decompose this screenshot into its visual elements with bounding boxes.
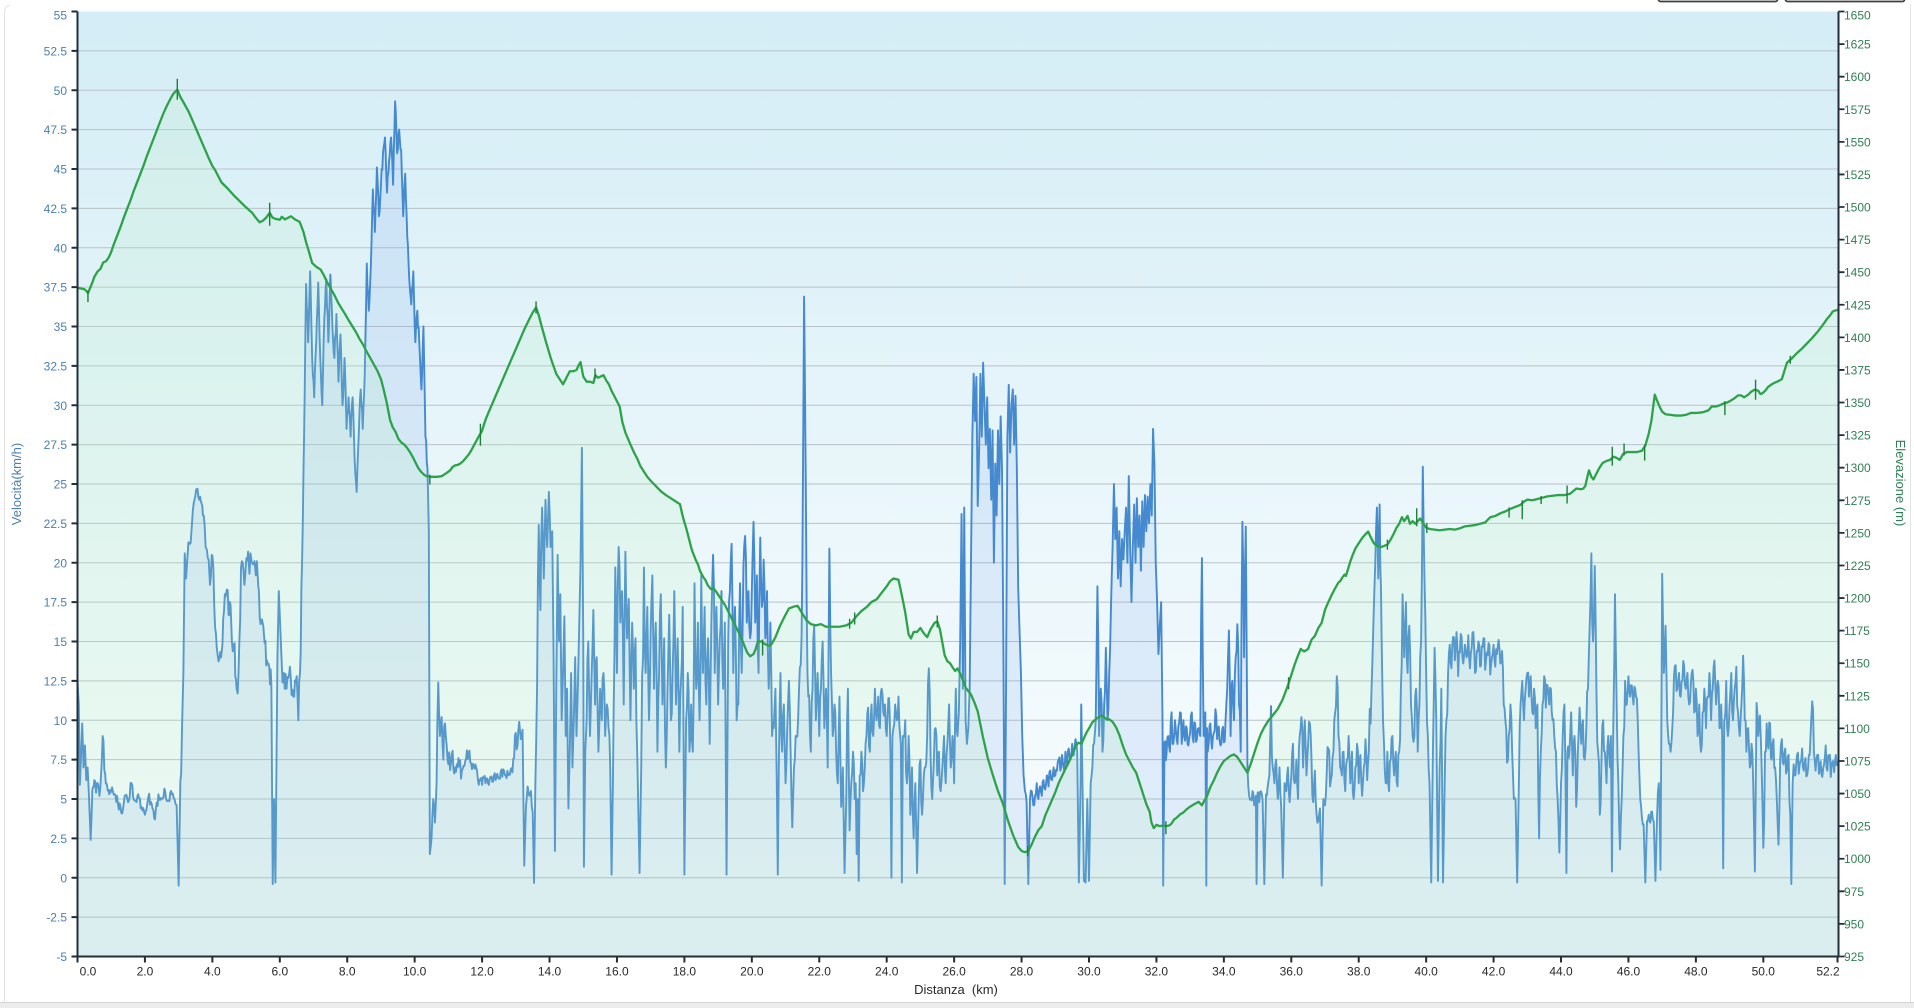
svg-text:38.0: 38.0 <box>1347 965 1371 979</box>
svg-text:22.5: 22.5 <box>44 517 68 531</box>
svg-text:52.2: 52.2 <box>1816 965 1840 979</box>
svg-text:1250: 1250 <box>1844 526 1871 540</box>
svg-text:Elevazione (m): Elevazione (m) <box>1893 440 1908 527</box>
svg-text:1500: 1500 <box>1844 201 1871 215</box>
svg-text:950: 950 <box>1844 917 1864 931</box>
svg-text:40: 40 <box>54 241 68 255</box>
svg-text:6.0: 6.0 <box>271 965 288 979</box>
svg-text:1375: 1375 <box>1844 363 1871 377</box>
svg-text:20: 20 <box>54 556 68 570</box>
svg-text:20.0: 20.0 <box>740 965 764 979</box>
svg-text:26.0: 26.0 <box>942 965 966 979</box>
svg-text:1325: 1325 <box>1844 429 1871 443</box>
svg-text:44.0: 44.0 <box>1549 965 1573 979</box>
svg-text:27.5: 27.5 <box>44 438 68 452</box>
svg-text:34.0: 34.0 <box>1212 965 1236 979</box>
svg-text:975: 975 <box>1844 885 1864 899</box>
svg-text:1050: 1050 <box>1844 787 1871 801</box>
svg-text:1450: 1450 <box>1844 266 1871 280</box>
svg-text:46.0: 46.0 <box>1617 965 1641 979</box>
svg-text:14.0: 14.0 <box>538 965 562 979</box>
svg-text:42.0: 42.0 <box>1482 965 1506 979</box>
svg-text:4.0: 4.0 <box>204 965 221 979</box>
svg-text:50: 50 <box>54 84 68 98</box>
svg-text:1075: 1075 <box>1844 754 1871 768</box>
svg-text:1200: 1200 <box>1844 592 1871 606</box>
svg-text:Distanza (km): Distanza (km) <box>914 982 998 997</box>
svg-text:30: 30 <box>54 399 68 413</box>
svg-text:40.0: 40.0 <box>1414 965 1438 979</box>
svg-text:-2.5: -2.5 <box>46 911 67 925</box>
svg-text:1350: 1350 <box>1844 396 1871 410</box>
svg-text:32.5: 32.5 <box>44 359 68 373</box>
svg-text:1300: 1300 <box>1844 461 1871 475</box>
svg-text:1400: 1400 <box>1844 331 1871 345</box>
svg-text:1650: 1650 <box>1844 9 1871 23</box>
svg-text:1275: 1275 <box>1844 494 1871 508</box>
svg-text:52.5: 52.5 <box>44 44 68 58</box>
svg-text:17.5: 17.5 <box>44 596 68 610</box>
svg-text:1525: 1525 <box>1844 168 1871 182</box>
svg-text:1125: 1125 <box>1844 689 1870 703</box>
svg-text:30.0: 30.0 <box>1077 965 1101 979</box>
svg-text:0.0: 0.0 <box>80 965 97 979</box>
svg-text:35: 35 <box>54 320 68 334</box>
svg-text:1425: 1425 <box>1844 298 1871 312</box>
svg-text:1625: 1625 <box>1844 38 1871 52</box>
svg-text:10.0: 10.0 <box>403 965 427 979</box>
svg-text:Velocità(km/h): Velocità(km/h) <box>9 443 24 525</box>
svg-text:15: 15 <box>54 635 68 649</box>
svg-text:1225: 1225 <box>1844 559 1871 573</box>
svg-text:1475: 1475 <box>1844 233 1871 247</box>
svg-text:12.5: 12.5 <box>44 674 68 688</box>
svg-text:10: 10 <box>54 714 68 728</box>
svg-text:1550: 1550 <box>1844 135 1871 149</box>
svg-text:2.5: 2.5 <box>50 832 67 846</box>
svg-text:925: 925 <box>1844 950 1864 964</box>
svg-text:32.0: 32.0 <box>1145 965 1169 979</box>
svg-text:42.5: 42.5 <box>44 202 68 216</box>
svg-text:8.0: 8.0 <box>339 965 356 979</box>
svg-text:18.0: 18.0 <box>673 965 697 979</box>
svg-text:24.0: 24.0 <box>875 965 899 979</box>
svg-text:55: 55 <box>54 9 68 23</box>
svg-text:1175: 1175 <box>1844 624 1870 638</box>
svg-text:22.0: 22.0 <box>808 965 832 979</box>
svg-text:1000: 1000 <box>1844 852 1871 866</box>
svg-text:48.0: 48.0 <box>1684 965 1708 979</box>
svg-text:0: 0 <box>60 871 67 885</box>
svg-text:1025: 1025 <box>1844 820 1871 834</box>
svg-text:1100: 1100 <box>1844 722 1870 736</box>
svg-text:1150: 1150 <box>1844 657 1870 671</box>
svg-text:7.5: 7.5 <box>50 753 67 767</box>
svg-text:12.0: 12.0 <box>470 965 494 979</box>
svg-text:28.0: 28.0 <box>1010 965 1034 979</box>
svg-text:16.0: 16.0 <box>605 965 629 979</box>
svg-text:45: 45 <box>54 163 68 177</box>
svg-text:2.0: 2.0 <box>137 965 154 979</box>
svg-text:1600: 1600 <box>1844 70 1871 84</box>
svg-text:25: 25 <box>54 478 68 492</box>
svg-text:36.0: 36.0 <box>1280 965 1304 979</box>
svg-text:47.5: 47.5 <box>44 123 68 137</box>
svg-text:50.0: 50.0 <box>1752 965 1776 979</box>
svg-text:1575: 1575 <box>1844 103 1871 117</box>
svg-text:-5: -5 <box>56 950 67 964</box>
svg-text:37.5: 37.5 <box>44 281 68 295</box>
svg-text:5: 5 <box>60 793 67 807</box>
